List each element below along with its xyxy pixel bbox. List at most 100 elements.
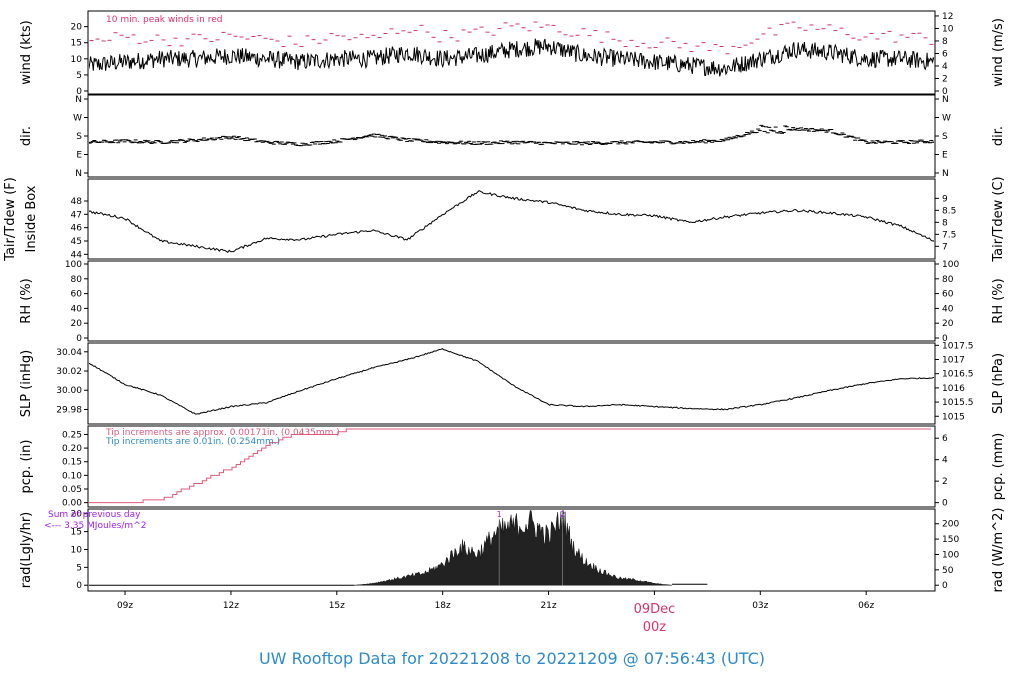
left-tick-label: 0.20 [62,444,82,454]
tip-increment-note: Tip increments are approx. 0.00171in. (0… [105,428,340,438]
left-tick-label: 60 [71,290,83,300]
left-tick-label: 10 [71,545,83,555]
y-axis-label-left: pcp. (in) [19,440,34,494]
right-tick-label: 150 [942,535,959,545]
left-tick-label: 40 [71,304,83,314]
radiation-marker-label: 1 [497,510,502,519]
right-tick-label: N [942,95,949,105]
right-tick-label: 0 [942,581,948,591]
y-axis-label-right: SLP (hPa) [991,353,1006,414]
right-tick-label: 9 [942,194,948,204]
left-tick-label: 20 [71,23,83,33]
right-tick-label: 0 [942,334,948,344]
left-tick-label: 0 [76,581,82,591]
panel-frame-dir [87,94,936,178]
peak-winds-note: 10 min. peak winds in red [106,15,223,25]
precip-accumulation-line [89,428,931,504]
panel-frame-rad [87,508,936,592]
left-tick-label: N [75,169,82,179]
left-tick-label: 15 [71,528,82,538]
panel-precip: 0.00 0.05 0.10 0.15 0.20 0.25 0 2 4 6 pcp. (in) pcp… [19,425,1006,509]
panel-frame-slp [87,342,936,425]
left-tick-label: 20 [71,319,83,329]
right-tick-label: E [942,151,948,161]
x-tick-label: 21z [540,601,556,611]
left-tick-label: 0.00 [62,499,82,509]
wind-speed-line [89,38,934,77]
panel-slp: 29.98 30.00 30.02 30.04 1015 1015.5 1016 1016.5… [19,341,1006,425]
left-tick-label: 0.15 [62,458,82,468]
left-tick-label: 20 [71,510,83,520]
right-tick-label: 6 [942,49,948,59]
tip-increment-note: Tip increments are 0.01in. (0.254mm.) [105,437,280,447]
y-axis-label-left: Inside Box [24,185,39,252]
right-tick-label: 10 [942,24,954,34]
right-tick-label: 0 [942,87,948,97]
panel-frame-wind [87,10,936,95]
right-tick-label: 1017.5 [942,341,974,351]
plot-area-slp [89,347,934,415]
right-tick-label: 100 [942,550,959,560]
right-tick-label: 12 [942,12,953,22]
plot-area-dir [89,124,934,147]
right-tick-label: 40 [942,304,954,314]
y-axis-label-left: RH (%) [19,278,34,323]
panel-frame-rh [87,260,936,342]
y-axis-label-left-outer: Tair/Tdew (F) [3,177,18,262]
y-axis-label-left: dir. [19,126,34,146]
temp-line [89,190,934,253]
radiation-marker-label: 2 [560,510,565,519]
right-tick-label: 80 [942,275,954,285]
right-tick-label: 1015.5 [942,398,974,408]
x-tick-label: 15z [329,601,345,611]
panel-rh: 0 20 40 60 80 100 0 20 40 60 80 100 RH (%) RH (%) [19,260,1006,344]
x-tick-label: 12z [223,601,239,611]
right-tick-label: 1016 [942,384,965,394]
panel-temp: 44 45 46 47 48 7 7.5 8 8.5 9 Inside Box Tair/Tdew (… [3,176,1006,262]
radiation-sum-note: Sum of previous day [48,510,141,520]
left-tick-label: 46 [71,224,83,234]
left-tick-label: 0.25 [62,430,82,440]
left-tick-label: 0 [76,334,82,344]
left-tick-label: 30.02 [56,367,82,377]
right-tick-label: 50 [942,566,954,576]
plot-area-precip [89,428,931,504]
left-tick-label: S [76,132,82,142]
panel-frame-precip [87,425,936,508]
chart-footer-title: UW Rooftop Data for 20221208 to 20221209… [258,649,766,668]
left-tick-label: 30.00 [56,386,82,396]
right-tick-label: 1016.5 [942,370,974,380]
radiation-area [354,510,673,586]
right-tick-label: 2 [942,74,948,84]
right-tick-label: 7.5 [942,230,956,240]
left-tick-label: 80 [71,275,83,285]
y-axis-label-left: wind (kts) [19,20,34,84]
right-tick-label: 0 [942,499,948,509]
x-tick-label: 09z [117,601,133,611]
right-tick-label: S [942,132,948,142]
right-tick-label: 60 [942,290,954,300]
right-tick-label: 1017 [942,356,965,366]
left-tick-label: 30.04 [56,348,82,358]
right-tick-label: 100 [942,260,959,270]
right-tick-label: 7 [942,242,948,252]
plot-area-temp [89,190,934,253]
left-tick-label: 100 [65,260,82,270]
right-tick-label: 200 [942,520,959,530]
right-tick-label: 2 [942,477,948,487]
left-tick-label: 0.05 [62,485,82,495]
left-tick-label: 29.98 [56,405,82,415]
plot-area-rad [89,510,708,586]
right-tick-label: 20 [942,319,954,329]
day-marker-date: 09Dec [634,602,676,617]
left-tick-label: 10 [71,55,83,65]
y-axis-label-left: SLP (inHg) [19,350,34,418]
panel-wind: 0 5 10 15 20 0 2 4 6 8 10 12 wind (kts) wind (m/s) 10 … [19,10,1006,97]
y-axis-label-right: wind (m/s) [991,18,1006,87]
left-tick-label: 48 [71,197,83,207]
y-axis-label-right: dir. [991,126,1006,146]
right-tick-label: W [942,114,951,124]
